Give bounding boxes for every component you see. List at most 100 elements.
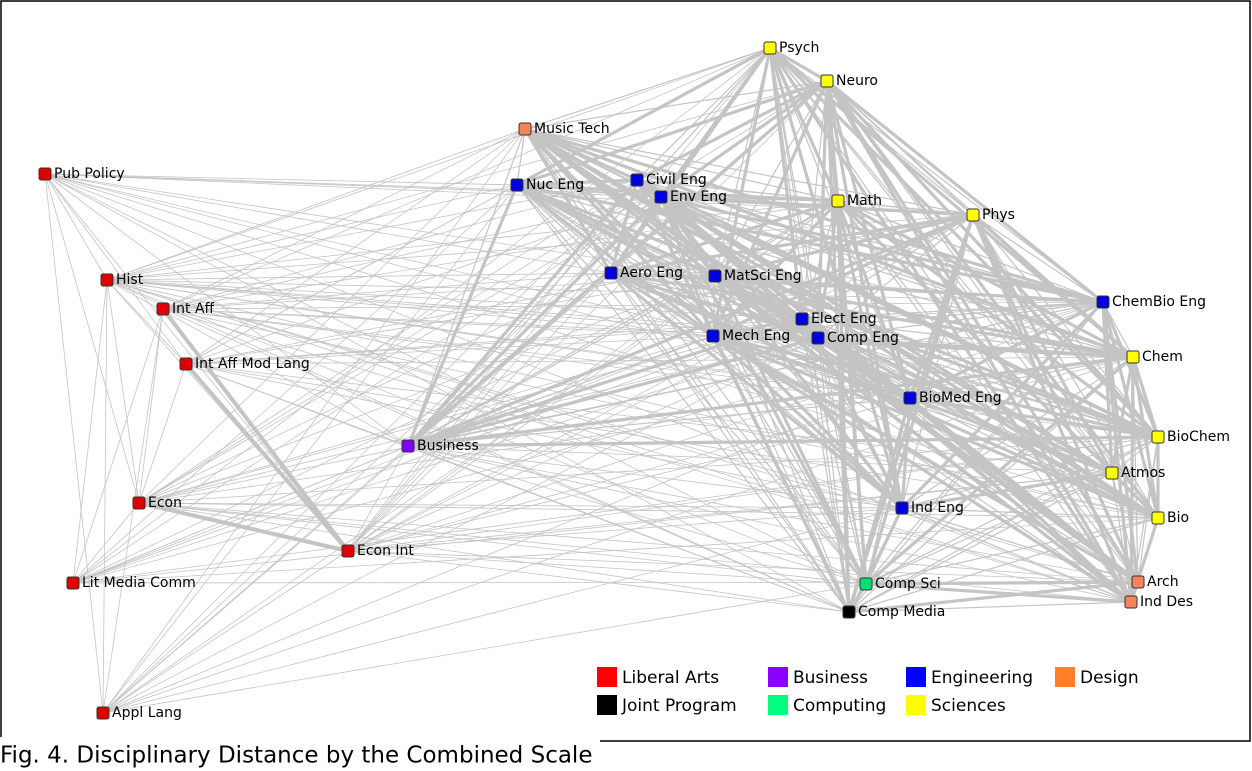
edge — [659, 196, 868, 585]
edge — [1101, 301, 1160, 519]
node — [179, 357, 193, 371]
nodes: Psych Neuro Music Tech Pub Policy Nuc Eng Civ… — [38, 40, 1230, 721]
edge — [44, 173, 187, 365]
edge — [660, 195, 1159, 439]
edge — [407, 336, 819, 448]
edge — [817, 337, 1132, 603]
node-label: Aero Eng — [620, 265, 683, 281]
edge — [185, 318, 803, 365]
edge — [102, 301, 1104, 714]
edge — [610, 272, 867, 585]
edge — [407, 445, 1113, 474]
node — [654, 190, 668, 204]
edge — [865, 582, 1132, 604]
edge — [138, 335, 714, 504]
node-label: BioChem — [1167, 429, 1230, 445]
edge — [102, 279, 108, 714]
edge — [44, 173, 716, 277]
edge — [102, 200, 839, 714]
legend-swatch — [906, 695, 926, 715]
edge — [901, 436, 1159, 509]
edge — [106, 200, 839, 281]
edge — [524, 128, 839, 202]
node — [401, 439, 415, 453]
legend-swatch — [768, 667, 788, 687]
edge — [185, 128, 526, 365]
edges — [44, 46, 1160, 714]
node — [842, 605, 856, 619]
edge — [817, 337, 1159, 438]
node-label: Int Aff Mod Lang — [195, 356, 310, 372]
edge — [1110, 471, 1160, 520]
edge — [660, 195, 1104, 304]
node — [1151, 511, 1165, 525]
edge — [106, 279, 140, 504]
node — [831, 194, 845, 208]
edge — [1130, 436, 1159, 603]
edge — [1129, 356, 1135, 603]
node — [518, 122, 532, 136]
edge — [72, 335, 714, 584]
edge — [801, 318, 1134, 358]
edge — [106, 279, 714, 337]
edge — [138, 337, 819, 504]
edge — [162, 301, 1104, 310]
edge — [901, 214, 974, 509]
edge — [609, 196, 663, 274]
node-label: Psych — [779, 40, 819, 56]
node-label: MatSci Eng — [724, 268, 802, 284]
edge — [162, 272, 612, 310]
edge — [185, 363, 1113, 474]
edge — [909, 397, 1139, 583]
edge — [825, 79, 1105, 304]
edge — [837, 200, 1139, 583]
legend-label: Design — [1080, 668, 1139, 688]
node — [38, 167, 52, 181]
edge — [185, 301, 1104, 365]
edge — [72, 472, 1113, 584]
edge — [138, 436, 1159, 504]
node-label: Lit Media Comm — [82, 575, 196, 591]
edge — [185, 196, 662, 365]
node-label: Pub Policy — [54, 166, 125, 182]
edge — [138, 318, 803, 504]
caption: Fig. 4. Disciplinary Distance by the Com… — [0, 743, 592, 769]
legend-label: Computing — [793, 696, 886, 716]
edge — [162, 308, 714, 337]
edge — [524, 128, 867, 585]
edge — [768, 47, 840, 202]
node — [66, 576, 80, 590]
edge — [44, 173, 518, 186]
edge — [516, 178, 638, 187]
edge — [660, 196, 1134, 358]
node-label: Ind Eng — [911, 500, 964, 516]
node-label: Arch — [1147, 574, 1179, 590]
edge — [185, 214, 974, 365]
node-label: Econ — [148, 495, 182, 511]
edge — [347, 196, 662, 552]
edge — [817, 336, 1134, 359]
edge — [161, 307, 350, 553]
edge — [138, 502, 1159, 519]
edge — [106, 279, 1139, 583]
edge — [138, 196, 662, 504]
edge — [837, 199, 1159, 439]
edge — [102, 184, 518, 714]
edge — [407, 445, 903, 509]
node-label: Nuc Eng — [526, 177, 584, 193]
edge — [407, 47, 771, 447]
edge — [817, 301, 1104, 339]
node — [708, 269, 722, 283]
edge — [347, 214, 974, 552]
edge — [138, 275, 716, 504]
edge — [138, 308, 164, 504]
edge — [817, 336, 911, 400]
edge — [848, 601, 1132, 613]
edge — [347, 550, 850, 613]
edge — [138, 502, 903, 509]
node-label: Comp Eng — [827, 330, 899, 346]
edge — [609, 271, 904, 510]
edge — [102, 337, 819, 714]
legend-swatch — [597, 695, 617, 715]
node-label: Music Tech — [534, 121, 610, 137]
